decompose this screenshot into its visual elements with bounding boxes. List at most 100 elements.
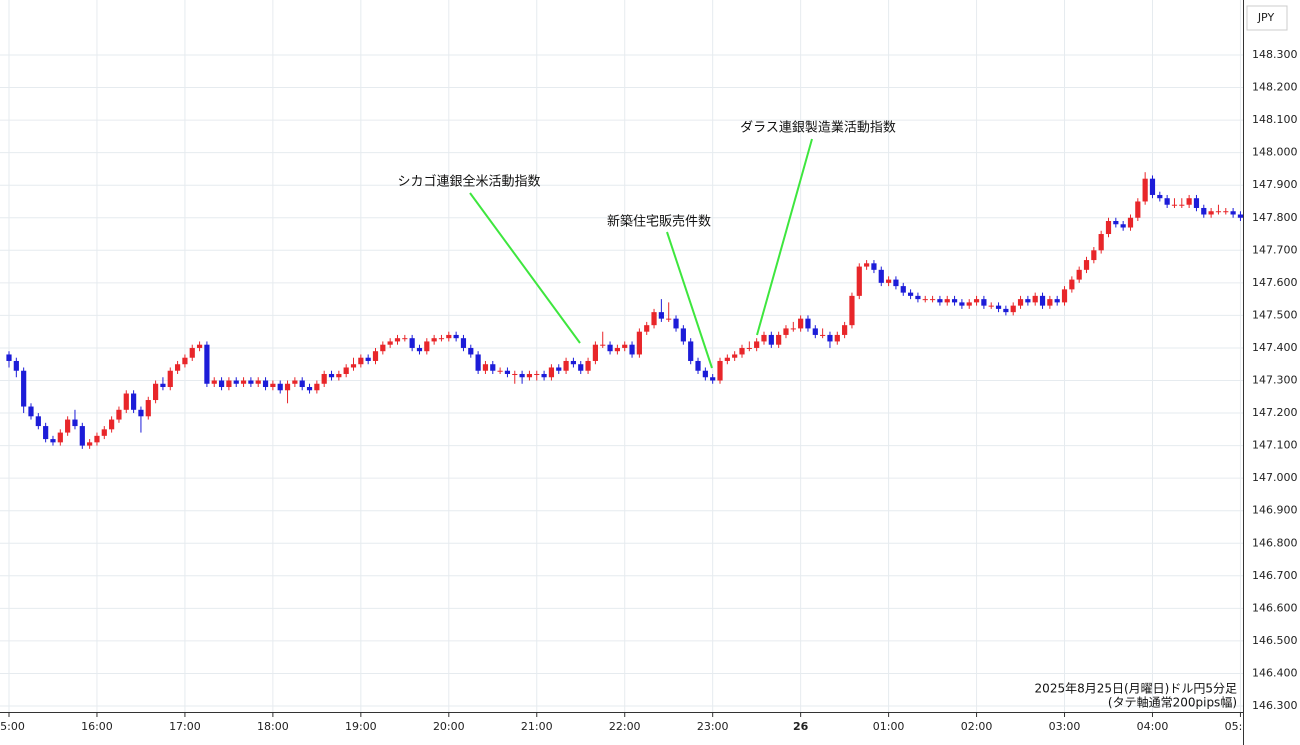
y-tick-label: 146.300 xyxy=(1252,699,1298,712)
candle-body xyxy=(131,393,137,410)
candle-body xyxy=(834,334,840,342)
candle-body xyxy=(167,370,173,388)
candle-body xyxy=(35,416,41,427)
candle-body xyxy=(666,318,672,320)
x-tick-label: 18:00 xyxy=(257,720,289,733)
candle-body xyxy=(116,409,122,420)
annotation-line xyxy=(469,192,581,344)
candle-body xyxy=(153,383,159,401)
candle-body xyxy=(739,347,745,355)
candle-body xyxy=(746,347,752,349)
y-tick-label: 147.000 xyxy=(1252,471,1298,484)
y-tick-label: 148.100 xyxy=(1252,113,1298,126)
candle-body xyxy=(380,344,386,352)
candle-body xyxy=(1032,295,1038,303)
candle-body xyxy=(21,370,27,407)
candle-body xyxy=(1149,178,1156,195)
candle-body xyxy=(182,357,188,365)
annotation-line xyxy=(756,138,813,336)
candle-body xyxy=(1237,214,1243,218)
candle-body xyxy=(1193,198,1200,208)
y-tick-label: 147.100 xyxy=(1252,439,1298,452)
candle-body xyxy=(87,442,93,446)
candle-body xyxy=(1113,221,1119,225)
candle-body xyxy=(28,406,34,417)
footnote: 2025年8月25日(月曜日)ドル円5分足 xyxy=(1035,682,1237,696)
candle-body xyxy=(504,370,511,374)
candle-body xyxy=(981,299,987,306)
x-tick-label: 26 xyxy=(793,720,809,733)
annotation: ダラス連銀製造業活動指数 xyxy=(740,120,896,136)
candle-body xyxy=(424,341,430,352)
candle-body xyxy=(174,364,181,371)
candle-body xyxy=(644,325,650,332)
unit-box xyxy=(1246,5,1288,31)
footnote: (タテ軸通常200pips幅) xyxy=(1108,695,1237,710)
candle-body xyxy=(233,380,239,384)
x-tick-label: 20:00 xyxy=(433,720,465,733)
y-tick-label: 147.400 xyxy=(1252,341,1298,354)
candle-body xyxy=(578,364,584,371)
candle-body xyxy=(871,263,877,270)
candle-body xyxy=(790,328,796,330)
candle-body xyxy=(805,318,811,329)
candle-body xyxy=(1142,178,1148,202)
candle-body xyxy=(416,347,423,352)
candle-body xyxy=(1171,204,1178,206)
candle-body xyxy=(299,380,305,388)
y-tick-label: 146.800 xyxy=(1252,536,1298,549)
candle-body xyxy=(622,344,628,348)
y-tick-label: 147.500 xyxy=(1252,308,1298,321)
x-tick-label: 17:00 xyxy=(169,720,201,733)
candle-body xyxy=(856,266,862,296)
candle-body xyxy=(519,373,525,378)
candle-body xyxy=(387,341,393,345)
candle-body xyxy=(402,338,408,340)
candle-body xyxy=(783,328,789,335)
candle-body xyxy=(717,360,723,381)
candle-body xyxy=(893,279,899,287)
candle-body xyxy=(512,373,518,375)
candle-body xyxy=(468,347,474,355)
candle-body xyxy=(211,380,217,384)
candle-body xyxy=(123,393,129,410)
candle-body xyxy=(776,334,782,345)
y-tick-label: 147.800 xyxy=(1252,211,1298,224)
candle-body xyxy=(1069,279,1075,290)
candle-body xyxy=(688,341,694,361)
candle-body xyxy=(79,426,85,446)
annotation-line xyxy=(666,231,713,369)
y-tick-label: 147.200 xyxy=(1252,406,1298,419)
candle-body xyxy=(262,380,269,388)
x-tick-label: 22:00 xyxy=(609,720,641,733)
candle-body xyxy=(204,344,210,384)
candle-body xyxy=(358,357,364,365)
candle-body xyxy=(592,344,598,361)
candle-body xyxy=(864,263,870,267)
candle-body xyxy=(13,360,19,371)
candle-body xyxy=(761,334,767,342)
candle-body xyxy=(101,429,107,436)
candle-body xyxy=(1223,211,1229,213)
candle-body xyxy=(563,360,569,371)
candle-body xyxy=(798,318,804,329)
candle-body xyxy=(446,334,452,339)
candle-body xyxy=(277,383,283,391)
y-tick-label: 146.600 xyxy=(1252,601,1298,614)
candle-body xyxy=(878,269,884,283)
candle-body xyxy=(65,419,71,433)
candle-body xyxy=(1039,295,1046,306)
candle-body xyxy=(50,439,56,443)
candle-body xyxy=(915,295,921,300)
candle-body xyxy=(453,334,459,339)
candle-body xyxy=(534,373,540,375)
candle-body xyxy=(966,302,972,306)
candle-body xyxy=(94,435,100,443)
candle-body xyxy=(724,357,730,361)
x-tick-label: 23:00 xyxy=(697,720,729,733)
candle-body xyxy=(1127,217,1134,228)
candle-body xyxy=(680,328,686,342)
x-axis: 15:00 16:00 17:00 18:00 19:00 20:00 21:00 22:00… xyxy=(0,712,1243,733)
y-tick-label: 146.700 xyxy=(1252,569,1298,582)
